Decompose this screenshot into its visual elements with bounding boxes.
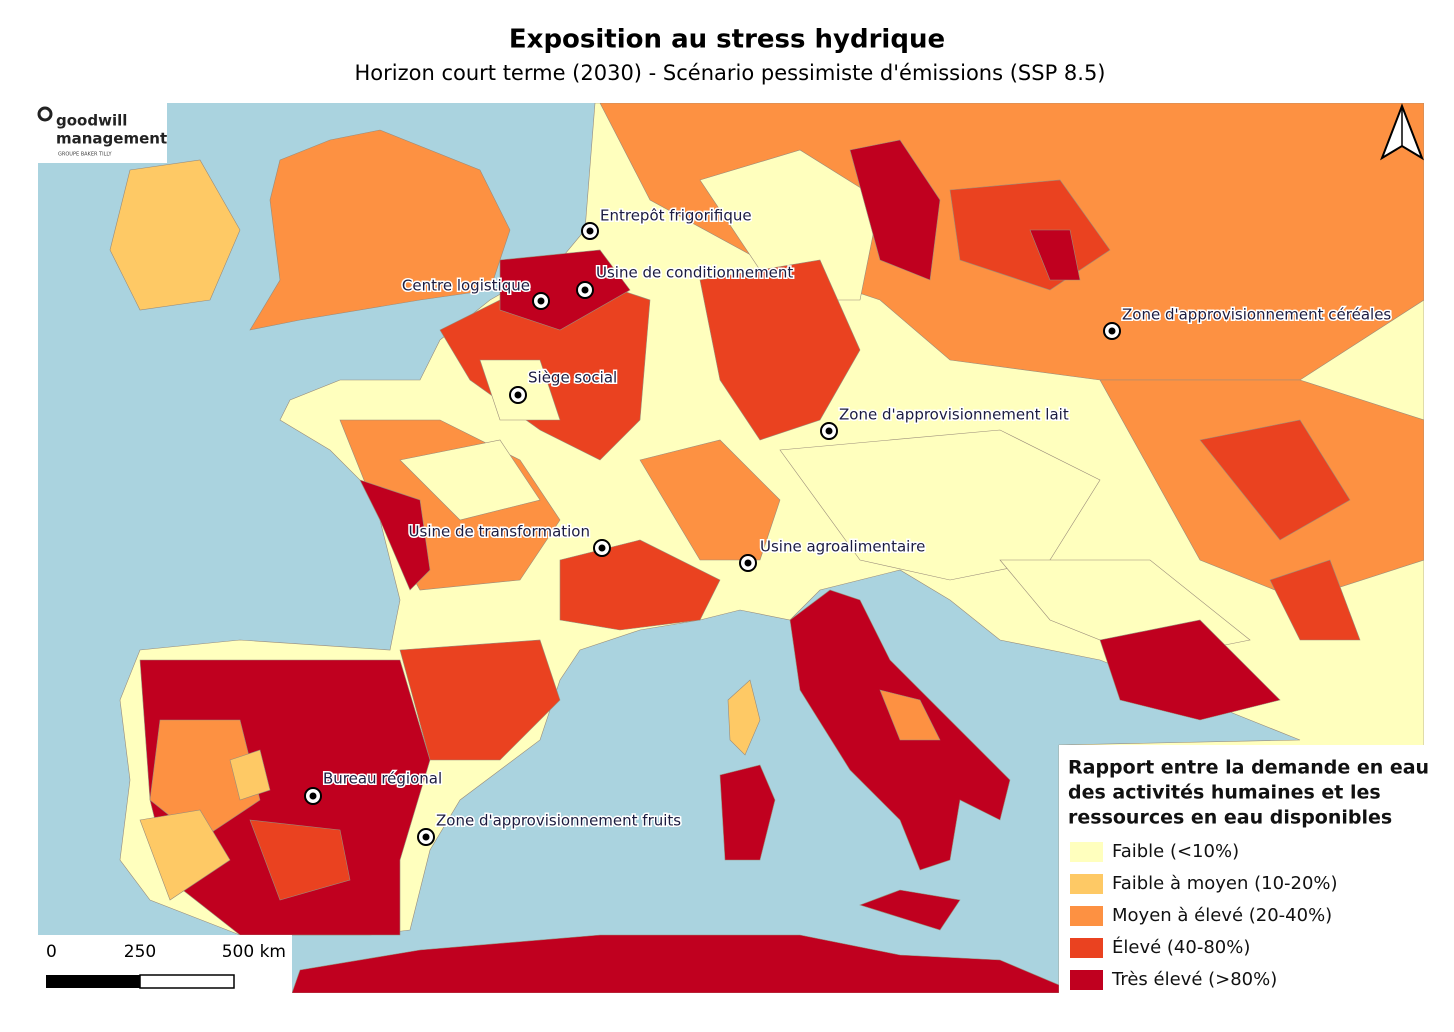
region [699,259,861,441]
region [499,249,631,331]
scale-label: 0 [46,942,57,962]
scale-label: 500 km [222,942,286,962]
legend-label: Faible (<10%) [1112,841,1239,862]
region [879,689,941,741]
site-marker-dot [598,544,606,552]
region [1099,619,1281,721]
site-label: Usine de transformation [409,523,590,541]
scale-bar: 0 250 500 km [38,935,292,993]
legend-title: des activités humaines et les [1068,782,1381,804]
legend-label: Élevé (40-80%) [1112,936,1250,958]
legend: Rapport entre la demande en eau des activ… [1059,745,1429,993]
site-label: Siège social [528,369,617,387]
north-arrow [1380,103,1424,161]
logo-text: management [56,130,167,148]
legend-swatch [1070,842,1103,862]
legend-title: ressources en eau disponibles [1068,807,1392,829]
land-ireland [109,159,241,311]
region [249,819,351,901]
land-sardinia [719,764,776,861]
region [639,439,781,561]
legend-box [1059,745,1424,993]
site-marker-dot [309,792,317,800]
site-marker-dot [825,427,833,435]
logo-group: GROUPE BAKER TILLY [58,152,112,158]
site-label: Bureau régional [323,770,442,788]
site-marker-dot [537,297,545,305]
region [229,749,271,801]
site-marker-dot [744,559,752,567]
legend-label: Faible à moyen (10-20%) [1112,873,1338,894]
legend-label: Moyen à élevé (20-40%) [1112,905,1332,926]
logo-icon [37,106,53,122]
land-sicily [859,889,961,931]
legend-swatch [1070,970,1103,990]
scale-segment [139,974,235,989]
site-marker-dot [514,391,522,399]
region [1029,229,1081,281]
region [359,479,431,591]
region [399,439,541,521]
legend-swatch [1070,938,1103,958]
scale-label: 250 [124,942,156,962]
sites: Entrepôt frigorifique Usine de conditionn… [304,205,1393,846]
site-marker-dot [422,833,430,841]
scale-segment [46,975,140,988]
region [149,719,261,841]
site-label: Zone d'approvisionnement céréales [1122,306,1391,324]
site-marker-dot [1108,327,1116,335]
site-marker-dot [586,227,594,235]
title: Exposition au stress hydrique [509,25,945,55]
land-uk [249,129,511,331]
land-corsica [727,679,761,756]
site-label: Zone d'approvisionnement fruits [436,812,681,830]
region [559,539,721,631]
legend-label: Très élevé (>80%) [1111,969,1277,990]
site-label: Usine agroalimentaire [760,538,925,556]
site-label: Zone d'approvisionnement lait [839,406,1069,424]
site-label: Usine de conditionnement [596,264,793,282]
legend-swatch [1070,874,1103,894]
subtitle: Horizon court terme (2030) - Scénario pe… [354,61,1105,85]
region [1199,419,1351,541]
site-label: Centre logistique [402,277,530,295]
region [849,139,941,281]
region [1269,559,1361,641]
site-marker-dot [581,286,589,294]
legend-swatch [1070,906,1103,926]
region [139,809,231,901]
logo-text: goodwill [56,112,127,130]
site-label: Entrepôt frigorifique [600,207,752,225]
legend-title: Rapport entre la demande en eau [1068,757,1429,779]
region [399,639,561,761]
logo-box [38,103,167,163]
